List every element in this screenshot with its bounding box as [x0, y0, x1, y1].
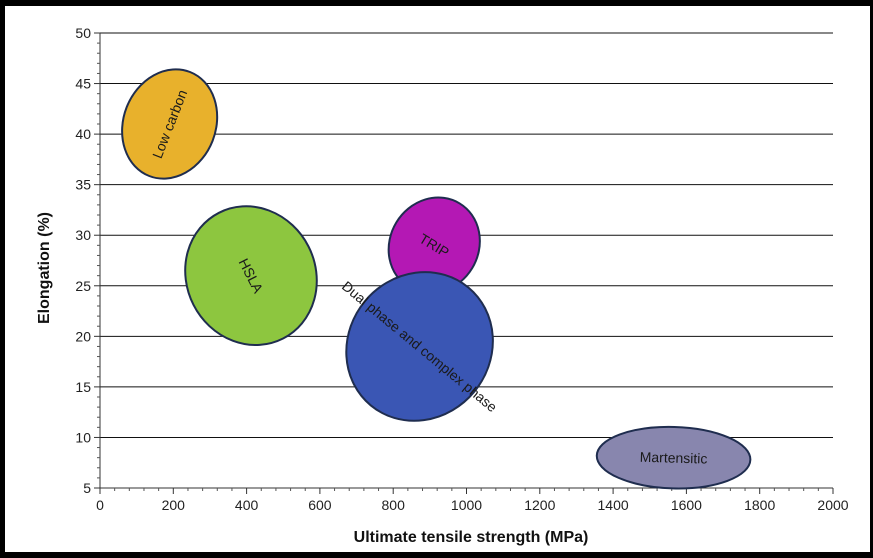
- y-tick-label: 40: [75, 126, 91, 142]
- x-tick-label: 1200: [524, 497, 555, 513]
- chart-frame: 5 10 15 20 25 30 35 40 45 50 0 200 400 600 800 1000 1200…: [5, 6, 870, 552]
- y-tick-label: 35: [75, 177, 91, 193]
- x-tick-label: 0: [96, 497, 104, 513]
- x-axis-title: Ultimate tensile strength (MPa): [354, 529, 589, 546]
- y-tick-label: 50: [75, 25, 91, 41]
- x-tick-label: 1800: [744, 497, 775, 513]
- x-tick-label: 2000: [817, 497, 848, 513]
- region-low-carbon: [121, 68, 219, 180]
- axes: 5 10 15 20 25 30 35 40 45 50 0 200 400 600 800 1000 1200…: [75, 25, 848, 513]
- region-label-martensitic: Martensitic: [640, 449, 708, 467]
- x-tick-label: 1000: [451, 497, 482, 513]
- y-tick-label: 45: [75, 76, 91, 92]
- region-dual-phase-and-complex-phase: [345, 271, 494, 422]
- region-hsla: [184, 205, 318, 347]
- regions: [121, 68, 752, 490]
- y-tick-label: 30: [75, 227, 91, 243]
- chart: 5 10 15 20 25 30 35 40 45 50 0 200 400 600 800 1000 1200…: [36, 25, 849, 546]
- x-tick-label: 1600: [671, 497, 702, 513]
- x-tick-label: 600: [308, 497, 332, 513]
- x-tick-label: 1400: [598, 497, 629, 513]
- y-tick-label: 10: [75, 429, 91, 445]
- region-martensitic: [595, 425, 752, 490]
- y-axis-title: Elongation (%): [36, 212, 53, 324]
- x-tick-label: 800: [382, 497, 406, 513]
- y-tick-label: 25: [75, 278, 91, 294]
- y-tick-label: 5: [83, 480, 91, 496]
- y-tick-label: 15: [75, 379, 91, 395]
- x-tick-label: 400: [235, 497, 259, 513]
- x-tick-label: 200: [162, 497, 186, 513]
- y-tick-label: 20: [75, 328, 91, 344]
